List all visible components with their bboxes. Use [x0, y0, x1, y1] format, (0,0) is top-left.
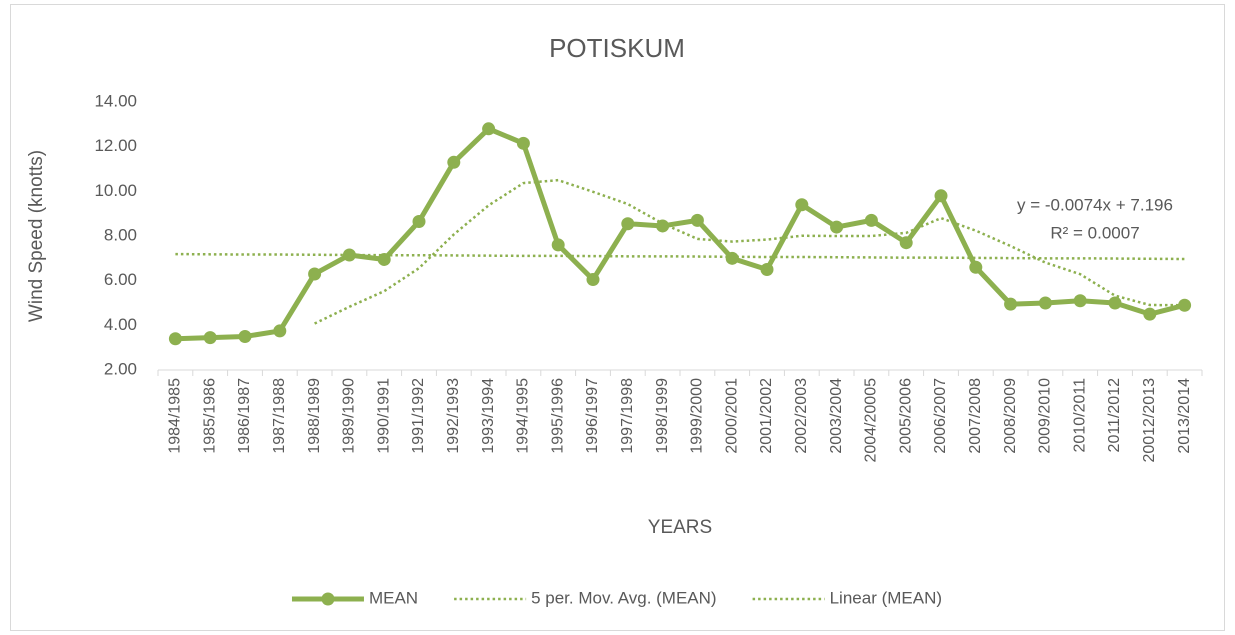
x-tick-label: 2002/2003	[793, 378, 810, 454]
x-tick-label: 2003/2004	[828, 378, 845, 454]
x-tick-label: 2000/2001	[723, 378, 740, 454]
trendline-r2: R² = 0.0007	[1050, 223, 1139, 242]
series-line	[314, 178, 1185, 325]
x-tick-label: 1999/2000	[689, 378, 706, 454]
x-tick-label: 1991/1992	[410, 378, 427, 454]
x-tick-label: 2004/20005	[863, 378, 880, 463]
point	[273, 324, 287, 338]
x-tick-label: 20012/2013	[1141, 378, 1158, 463]
x-tick-label: 2006/2007	[932, 378, 949, 454]
point	[551, 238, 565, 252]
point	[690, 213, 704, 227]
x-tick-label: 1986/1987	[236, 378, 253, 454]
y-tick-label: 2.00	[104, 359, 137, 378]
point	[795, 198, 809, 212]
x-tick-label: 1985/1986	[201, 378, 218, 454]
x-tick-label: 1987/1988	[271, 378, 288, 454]
x-tick-label: 1994/1995	[515, 378, 532, 454]
point	[342, 248, 356, 262]
x-tick-label: 1990/1991	[375, 378, 392, 454]
point	[586, 273, 600, 287]
x-tick-label: 1984/1985	[167, 378, 184, 454]
x-tick-label: 2007/2008	[967, 378, 984, 454]
x-tick-label: 1997/1998	[619, 378, 636, 454]
x-tick-label: 2008/2009	[1002, 378, 1019, 454]
x-tick-label: 2013/2014	[1176, 378, 1193, 454]
x-tick-label: 1989/1990	[341, 378, 358, 454]
x-tick-label: 1988/1989	[306, 378, 323, 454]
legend-label: MEAN	[369, 588, 418, 607]
point	[447, 155, 461, 169]
x-tick-label: 2010/2011	[1071, 378, 1088, 453]
point	[864, 213, 878, 227]
point	[1004, 297, 1018, 311]
x-tick-label: 2005/2006	[897, 378, 914, 454]
point	[482, 122, 496, 136]
x-tick-label: 1992/1993	[445, 378, 462, 454]
point	[308, 267, 322, 281]
y-tick-label: 6.00	[104, 270, 137, 289]
point	[412, 214, 426, 228]
point	[168, 332, 182, 346]
point	[725, 251, 739, 265]
x-axis-title: YEARS	[648, 517, 712, 538]
trendline-equation: y = -0.0074x + 7.196	[1017, 195, 1173, 214]
y-tick-label: 10.00	[94, 181, 137, 200]
legend-label: Linear (MEAN)	[830, 588, 942, 607]
y-tick-label: 14.00	[94, 91, 137, 110]
x-tick-label: 2001/2002	[758, 378, 775, 454]
y-tick-label: 12.00	[94, 136, 137, 155]
chart-frame	[10, 4, 1225, 631]
legend-label: 5 per. Mov. Avg. (MEAN)	[531, 588, 717, 607]
x-tick-label: 1998/1999	[654, 378, 671, 454]
point	[934, 189, 948, 203]
y-tick-label: 8.00	[104, 225, 137, 244]
point	[203, 331, 217, 345]
point	[1143, 307, 1157, 321]
x-tick-label: 2009/2010	[1037, 378, 1054, 454]
point	[1038, 296, 1052, 310]
point	[621, 217, 635, 231]
x-tick-label: 1995/1996	[549, 378, 566, 454]
point	[1108, 296, 1122, 310]
point	[899, 236, 913, 250]
point	[760, 263, 774, 276]
y-tick-label: 4.00	[104, 315, 137, 334]
point	[238, 330, 252, 343]
x-tick-label: 2011/2012	[1106, 378, 1123, 453]
y-axis-title: Wind Speed (knotts)	[26, 150, 47, 322]
point	[656, 219, 670, 233]
point	[516, 136, 530, 150]
point	[1178, 298, 1192, 312]
legend-marker	[321, 592, 335, 606]
chart-title: POTISKUM	[549, 33, 685, 63]
x-tick-label: 1993/1994	[480, 378, 497, 454]
point	[1073, 294, 1087, 308]
point	[830, 220, 844, 234]
point	[969, 260, 983, 274]
x-tick-label: 1996/1997	[584, 378, 601, 454]
